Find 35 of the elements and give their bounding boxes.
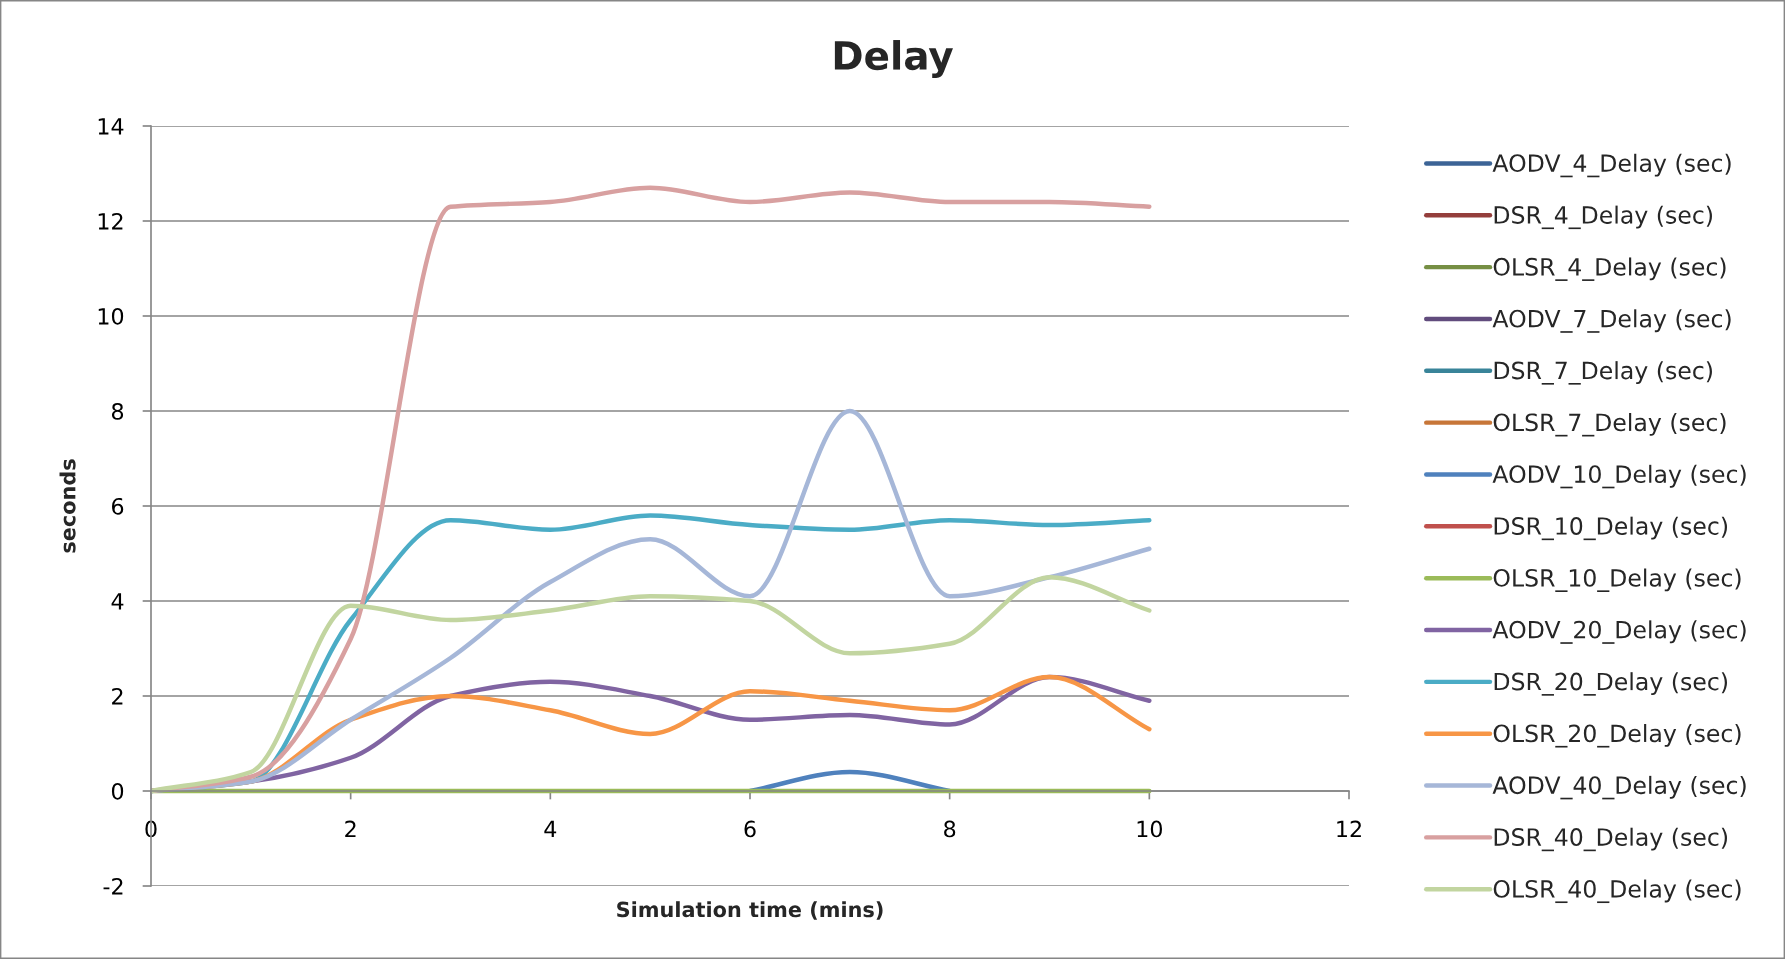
y-tick-label: 14 bbox=[98, 118, 124, 135]
y-axis-title: seconds bbox=[59, 459, 76, 553]
y-tick-label: -2 bbox=[103, 877, 123, 895]
x-tick-label: 2 bbox=[345, 820, 356, 838]
legend-label: OLSR_7_Delay (sec) bbox=[1493, 412, 1726, 437]
legend-label: DSR_7_Delay (sec) bbox=[1494, 361, 1712, 385]
x-tick-label: 10 bbox=[1137, 820, 1162, 838]
legend-label: AODV_10_Delay (sec) bbox=[1492, 464, 1746, 489]
legend-label: AODV_4_Delay (sec) bbox=[1492, 153, 1731, 178]
x-tick-label: 8 bbox=[944, 820, 956, 838]
x-tick-label: 4 bbox=[544, 820, 557, 838]
legend-label: DSR_4_Delay (sec) bbox=[1494, 205, 1712, 230]
legend-label: AODV_20_Delay (sec) bbox=[1492, 620, 1746, 644]
legend-label: OLSR_10_Delay (sec) bbox=[1493, 568, 1741, 592]
x-tick-label: 6 bbox=[744, 820, 756, 838]
y-tick-label: 12 bbox=[98, 212, 123, 230]
legend-label: DSR_20_Delay (sec) bbox=[1494, 672, 1728, 696]
y-tick-label: 2 bbox=[112, 687, 123, 705]
y-tick-label: 8 bbox=[111, 402, 124, 420]
x-tick-label: 12 bbox=[1337, 820, 1361, 838]
y-tick-label: 0 bbox=[111, 782, 124, 800]
legend-label: DSR_40_Delay (sec) bbox=[1494, 827, 1728, 852]
legend-label: OLSR_40_Delay (sec) bbox=[1493, 879, 1741, 904]
y-tick-label: 10 bbox=[98, 307, 124, 325]
x-tick-label: 0 bbox=[145, 820, 157, 838]
legend-label: OLSR_20_Delay (sec) bbox=[1493, 724, 1741, 748]
legend-label: AODV_7_Delay (sec) bbox=[1492, 309, 1731, 333]
legend-label: DSR_10_Delay (sec) bbox=[1494, 516, 1728, 541]
chart-title: Delay bbox=[834, 40, 953, 78]
y-tick-label: 4 bbox=[111, 593, 124, 610]
legend-label: OLSR_4_Delay (sec) bbox=[1493, 257, 1726, 281]
legend-label: AODV_40_Delay (sec) bbox=[1492, 775, 1746, 800]
x-axis-title: Simulation time (mins) bbox=[617, 901, 883, 920]
y-tick-label: 6 bbox=[112, 497, 124, 515]
line-series bbox=[151, 575, 1152, 794]
